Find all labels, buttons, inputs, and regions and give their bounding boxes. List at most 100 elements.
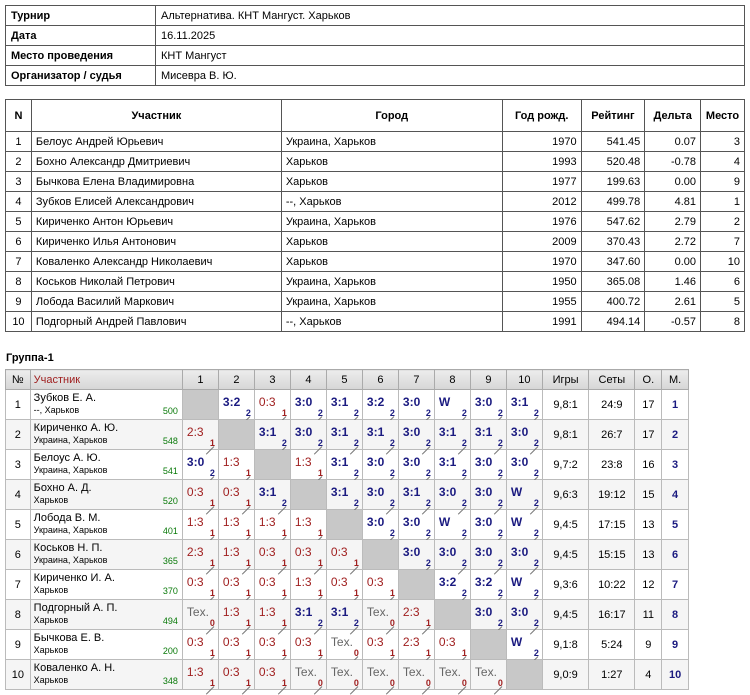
match-cell[interactable]: 1:3 1 <box>289 569 327 605</box>
player-name: Подгорный А. П. <box>33 602 118 614</box>
match-cell[interactable]: Tex. 0 <box>361 659 399 695</box>
points-cell: 9 <box>634 629 663 660</box>
match-cell[interactable]: 1:3 1 <box>181 509 219 545</box>
match-cell[interactable]: 3:2 2 <box>217 389 255 425</box>
match-cell[interactable]: 0:3 1 <box>217 629 255 665</box>
participant-cell: 4 <box>5 191 32 212</box>
group-row: 2 Кириченко А. Ю. Украина, Харьков 548 2:3 1 3… <box>5 419 689 455</box>
match-cell[interactable]: 3:0 2 <box>469 539 507 575</box>
match-cell[interactable]: 3:1 2 <box>469 419 507 455</box>
match-cell[interactable]: 0:3 1 <box>253 539 291 575</box>
match-cell[interactable]: 3:1 2 <box>325 449 363 485</box>
match-cell[interactable]: 3:0 2 <box>469 509 507 545</box>
match-cell[interactable]: 3:2 2 <box>433 569 471 605</box>
match-cell[interactable]: 1:3 1 <box>253 509 291 545</box>
match-cell[interactable]: 1:3 1 <box>217 509 255 545</box>
match-points: 2 <box>497 438 503 448</box>
match-cell[interactable]: 1:3 1 <box>181 659 219 695</box>
match-cell[interactable]: 3:0 2 <box>361 479 399 515</box>
match-cell[interactable]: 3:0 2 <box>397 449 435 485</box>
match-cell[interactable]: 2:3 1 <box>181 539 219 575</box>
match-cell[interactable]: 3:1 2 <box>325 419 363 455</box>
match-cell[interactable]: 3:0 2 <box>361 509 399 545</box>
match-cell[interactable]: 3:2 2 <box>469 569 507 605</box>
match-cell[interactable]: 3:1 2 <box>325 599 363 635</box>
match-cell[interactable]: 3:2 2 <box>361 389 399 425</box>
match-cell[interactable]: 1:3 1 <box>289 509 327 545</box>
match-cell[interactable]: 0:3 1 <box>361 629 399 665</box>
match-cell[interactable]: 0:3 1 <box>217 659 255 695</box>
match-cell[interactable]: 3:0 2 <box>289 389 327 425</box>
match-cell[interactable]: 3:1 2 <box>253 419 291 455</box>
match-cell[interactable]: 3:0 2 <box>397 419 435 455</box>
match-cell[interactable]: 0:3 1 <box>217 479 255 515</box>
match-cell[interactable]: Tex. 0 <box>433 659 471 695</box>
match-cell[interactable]: 3:1 2 <box>325 479 363 515</box>
match-cell[interactable]: 0:3 1 <box>181 629 219 665</box>
participant-cell: 547.62 <box>580 211 646 232</box>
match-cell[interactable]: 3:1 2 <box>361 419 399 455</box>
match-cell[interactable]: 3:1 2 <box>289 599 327 635</box>
match-cell[interactable]: 0:3 1 <box>325 569 363 605</box>
match-cell[interactable]: 1:3 1 <box>217 599 255 635</box>
match-cell[interactable]: 3:1 2 <box>325 389 363 425</box>
match-cell[interactable]: 3:0 2 <box>469 599 507 635</box>
match-score: 1:3 <box>294 515 312 529</box>
match-cell[interactable]: 3:1 2 <box>433 449 471 485</box>
match-cell[interactable]: 3:0 2 <box>505 539 543 575</box>
match-cell[interactable]: Tex. 0 <box>181 599 219 635</box>
match-cell[interactable]: 3:0 2 <box>505 599 543 635</box>
match-cell[interactable]: Tex. 0 <box>289 659 327 695</box>
match-cell[interactable]: 2:3 1 <box>181 419 219 455</box>
match-cell[interactable]: Tex. 0 <box>361 599 399 635</box>
match-cell[interactable]: 1:3 1 <box>253 599 291 635</box>
match-cell[interactable]: 3:0 2 <box>181 449 219 485</box>
match-cell[interactable]: 3:0 2 <box>505 449 543 485</box>
group-row-number: 5 <box>5 509 31 540</box>
match-cell[interactable]: 2:3 1 <box>397 629 435 665</box>
match-cell[interactable]: Tex. 0 <box>325 629 363 665</box>
match-cell[interactable]: 1:3 1 <box>289 449 327 485</box>
match-score: 3:0 <box>474 455 493 469</box>
match-cell[interactable]: 0:3 1 <box>217 569 255 605</box>
match-cell[interactable]: 0:3 1 <box>289 539 327 575</box>
match-cell[interactable]: 3:0 2 <box>289 419 327 455</box>
match-cell[interactable]: 3:0 2 <box>469 479 507 515</box>
match-cell[interactable]: 3:0 2 <box>397 389 435 425</box>
match-cell[interactable]: 3:1 2 <box>253 479 291 515</box>
match-cell[interactable]: 3:0 2 <box>361 449 399 485</box>
match-cell[interactable]: Tex. 0 <box>397 659 435 695</box>
match-cell[interactable]: 0:3 1 <box>361 569 399 605</box>
match-cell[interactable]: 0:3 1 <box>253 659 291 695</box>
match-cell[interactable]: 0:3 1 <box>433 629 471 665</box>
match-score: Tex. <box>366 605 389 619</box>
match-cell[interactable]: 1:3 1 <box>217 539 255 575</box>
match-cell[interactable]: 0:3 1 <box>181 479 219 515</box>
match-cell[interactable]: 3:1 2 <box>505 389 543 425</box>
match-cell[interactable]: 1:3 1 <box>217 449 255 485</box>
match-cell[interactable]: 0:3 1 <box>181 569 219 605</box>
match-cell[interactable]: 3:0 2 <box>397 509 435 545</box>
match-cell[interactable]: 0:3 1 <box>253 569 291 605</box>
match-cell[interactable]: 3:0 2 <box>469 449 507 485</box>
match-cell[interactable]: 3:0 2 <box>469 389 507 425</box>
match-cell[interactable]: 0:3 1 <box>325 539 363 575</box>
match-cell[interactable]: 2:3 1 <box>397 599 435 635</box>
match-cell[interactable]: 0:3 1 <box>253 629 291 665</box>
match-cell[interactable]: 3:1 2 <box>397 479 435 515</box>
match-cell[interactable]: 3:1 2 <box>433 419 471 455</box>
match-cell[interactable]: 3:0 2 <box>433 539 471 575</box>
match-cell[interactable]: 3:0 2 <box>397 539 435 575</box>
match-cell[interactable]: Tex. 0 <box>325 659 363 695</box>
match-cell[interactable]: Tex. 0 <box>469 659 507 695</box>
match-cell[interactable]: 3:0 2 <box>433 479 471 515</box>
match-cell[interactable]: 0:3 1 <box>289 629 327 665</box>
match-cell[interactable]: 0:3 1 <box>253 389 291 425</box>
match-cell[interactable]: 3:0 2 <box>505 419 543 455</box>
